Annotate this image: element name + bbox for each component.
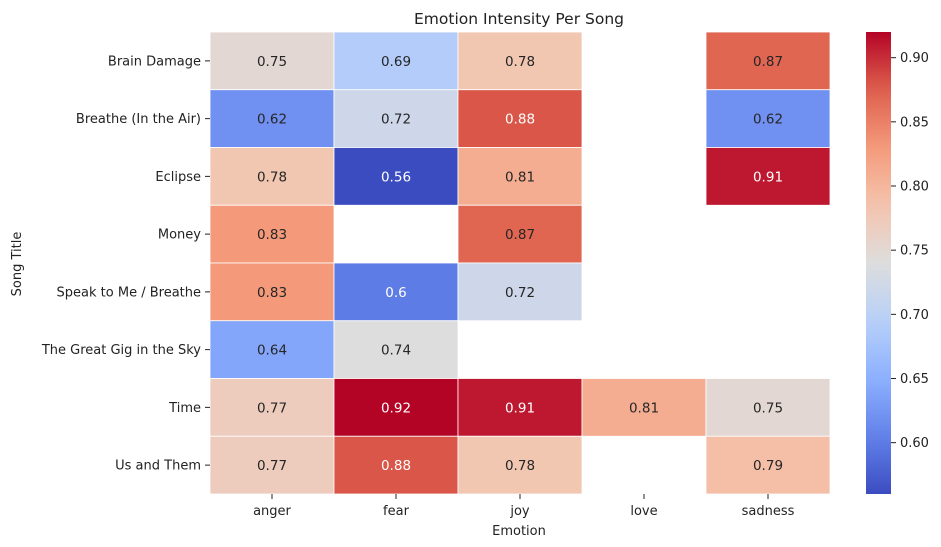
cell-value-label: 0.81 <box>629 400 659 416</box>
heatmap-cell <box>209 204 335 264</box>
cell-value-label: 0.91 <box>753 169 783 185</box>
cell-value-label: 0.78 <box>257 169 287 185</box>
y-tick-label: Speak to Me / Breathe <box>57 285 201 300</box>
y-tick-label: Brain Damage <box>108 54 201 69</box>
heatmap-cell <box>705 147 831 206</box>
x-tick-label: fear <box>383 504 410 519</box>
heatmap-cell <box>333 147 459 206</box>
x-tick-label: anger <box>253 504 291 519</box>
colorbar-tick-label: 0.85 <box>900 115 929 130</box>
heatmap-cell <box>209 31 335 91</box>
x-tick-label: joy <box>509 504 530 519</box>
heatmap-cell <box>457 435 583 495</box>
colorbar-tick-label: 0.90 <box>900 51 929 66</box>
cell-value-label: 0.62 <box>257 112 287 128</box>
x-tick-label: sadness <box>742 504 795 519</box>
heatmap-cell <box>457 147 583 206</box>
heatmap-cell <box>457 31 583 91</box>
cell-value-label: 0.72 <box>505 285 535 301</box>
y-tick-label: Eclipse <box>155 170 201 185</box>
cell-value-label: 0.79 <box>753 458 783 474</box>
cell-value-label: 0.88 <box>505 112 535 128</box>
heatmap-cell <box>209 435 335 495</box>
cell-value-label: 0.62 <box>753 112 783 128</box>
cell-value-label: 0.87 <box>753 54 783 70</box>
heatmap-cell <box>209 262 335 322</box>
cell-value-label: 0.77 <box>257 400 287 416</box>
cell-value-label: 0.75 <box>753 400 783 416</box>
heatmap-cell <box>457 378 583 437</box>
x-tick-label: love <box>630 504 657 519</box>
heatmap-cell <box>705 31 831 91</box>
heatmap-cell <box>705 435 831 495</box>
colorbar-tick-label: 0.70 <box>900 308 929 323</box>
heatmap-cell <box>333 89 459 148</box>
cell-value-label: 0.88 <box>381 458 411 474</box>
cell-value-label: 0.87 <box>505 227 535 243</box>
cell-value-label: 0.83 <box>257 285 287 301</box>
colorbar <box>866 32 891 494</box>
heatmap-cell <box>457 204 583 264</box>
cell-value-label: 0.56 <box>381 169 411 185</box>
cell-value-label: 0.81 <box>505 169 535 185</box>
cell-value-label: 0.77 <box>257 458 287 474</box>
chart-title: Emotion Intensity Per Song <box>414 10 624 28</box>
heatmap-cells: 0.75 0.69 0.78 0.87 0.62 0.72 0.88 0.62 0.78 0.56… <box>209 31 831 495</box>
x-tick-labels: anger fear joy love sadness <box>253 494 795 519</box>
cell-value-label: 0.72 <box>381 112 411 128</box>
heatmap-cell <box>705 89 831 148</box>
cell-value-label: 0.92 <box>381 400 411 416</box>
colorbar-tick-label: 0.75 <box>900 244 929 259</box>
cell-value-label: 0.78 <box>505 54 535 70</box>
cell-value-label: 0.69 <box>381 54 411 70</box>
y-tick-label: The Great Gig in the Sky <box>41 343 201 358</box>
cell-value-label: 0.75 <box>257 54 287 70</box>
colorbar-ticks: 0.60 0.65 0.70 0.75 0.80 0.85 0.90 <box>891 51 929 451</box>
heatmap-cell <box>333 320 459 379</box>
heatmap-cell <box>333 262 459 322</box>
heatmap-cell <box>705 378 831 437</box>
y-axis-label: Song Title <box>10 232 25 297</box>
y-tick-label: Us and Them <box>115 459 201 474</box>
heatmap-cell <box>209 89 335 148</box>
cell-value-label: 0.83 <box>257 227 287 243</box>
cell-value-label: 0.64 <box>257 343 287 359</box>
heatmap-cell <box>457 262 583 322</box>
cell-value-label: 0.78 <box>505 458 535 474</box>
heatmap-cell <box>209 378 335 437</box>
y-tick-label: Breathe (In the Air) <box>76 112 201 127</box>
heatmap-cell <box>333 378 459 437</box>
y-tick-labels: Brain Damage Breathe (In the Air) Eclipse M… <box>41 54 210 474</box>
y-tick-label: Time <box>168 401 201 416</box>
colorbar-tick-label: 0.80 <box>900 180 929 195</box>
colorbar-tick-label: 0.65 <box>900 372 929 387</box>
cell-value-label: 0.91 <box>505 400 535 416</box>
heatmap-cell <box>333 31 459 91</box>
y-tick-label: Money <box>158 228 201 243</box>
heatmap-cell <box>581 378 707 437</box>
colorbar-tick-label: 0.60 <box>900 436 929 451</box>
x-axis-label: Emotion <box>492 524 546 539</box>
cell-value-label: 0.6 <box>385 285 406 301</box>
cell-value-label: 0.74 <box>381 343 411 359</box>
